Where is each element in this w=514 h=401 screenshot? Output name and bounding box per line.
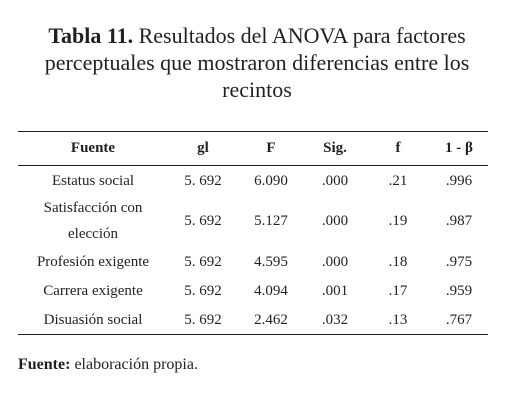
title-label: Tabla 11. — [48, 23, 134, 48]
source-cell: Disuasión social — [43, 311, 143, 328]
value-cell: 5. 692 — [184, 311, 222, 328]
value-cell: 4.094 — [254, 282, 288, 299]
source-cell: Profesión exigente — [36, 253, 150, 270]
value-cell: 2.462 — [254, 311, 288, 328]
value-cell: 4.595 — [254, 253, 288, 270]
footer: Fuente: elaboración propia. — [18, 356, 198, 374]
value-cell: .975 — [445, 253, 473, 270]
footer-text: elaboración propia. — [74, 356, 198, 373]
value-cell: .987 — [445, 213, 473, 229]
title-text: Resultados del ANOVA para factores perce… — [44, 23, 470, 102]
value-cell: 5. 692 — [184, 213, 222, 229]
value-cell: .000 — [321, 253, 349, 270]
source-cell: Estatus social — [51, 172, 135, 189]
value-cell: .001 — [321, 282, 349, 299]
footer-label: Fuente: — [18, 356, 71, 373]
value-cell: .17 — [388, 282, 408, 299]
value-cell: 5. 692 — [184, 282, 222, 299]
table-row: Disuasión social 5. 692 2.462 .032 .13 .767 — [18, 305, 488, 335]
value-cell: .000 — [321, 213, 349, 229]
value-cell: .032 — [321, 311, 349, 328]
value-cell: .767 — [445, 311, 473, 328]
header-row: Fuente gl F Sig. f 1 - β — [18, 131, 488, 166]
header-cell: F — [266, 140, 276, 156]
table-row: Profesión exigente 5. 692 4.595 .000 .18 .975 — [18, 247, 488, 276]
value-cell: 6.090 — [254, 172, 288, 189]
table-body: Estatus social 5. 692 6.090 .000 .21 .996 Sati… — [18, 166, 488, 335]
table-row: Carrera exigente 5. 692 4.094 .001 .17 .959 — [18, 276, 488, 305]
source-cell: Satisfacción con elección — [43, 200, 143, 242]
header-cell: Fuente — [70, 140, 116, 156]
header-cell: f — [395, 140, 401, 156]
value-cell: .13 — [388, 311, 408, 328]
source-cell: Carrera exigente — [43, 282, 143, 299]
header-cell: gl — [197, 140, 209, 156]
table-row: Estatus social 5. 692 6.090 .000 .21 .996 — [18, 166, 488, 196]
value-cell: .21 — [388, 172, 408, 189]
title: Tabla 11. Resultados del ANOVA para fact… — [22, 22, 492, 103]
value-cell: 5. 692 — [184, 253, 222, 270]
anova-table: Fuente gl F Sig. f 1 - β Estatus social 5. 692… — [18, 131, 488, 335]
value-cell: 5. 692 — [184, 172, 222, 189]
value-cell: 5.127 — [254, 213, 288, 229]
value-cell: .000 — [321, 172, 349, 189]
table-row: Satisfacción con elección 5. 692 5.127 .000… — [18, 195, 488, 247]
header-cell: 1 - β — [445, 140, 473, 156]
header-cell: Sig. — [323, 140, 347, 156]
value-cell: .18 — [388, 253, 408, 270]
value-cell: .959 — [445, 282, 473, 299]
value-cell: .19 — [388, 213, 408, 229]
value-cell: .996 — [445, 172, 473, 189]
